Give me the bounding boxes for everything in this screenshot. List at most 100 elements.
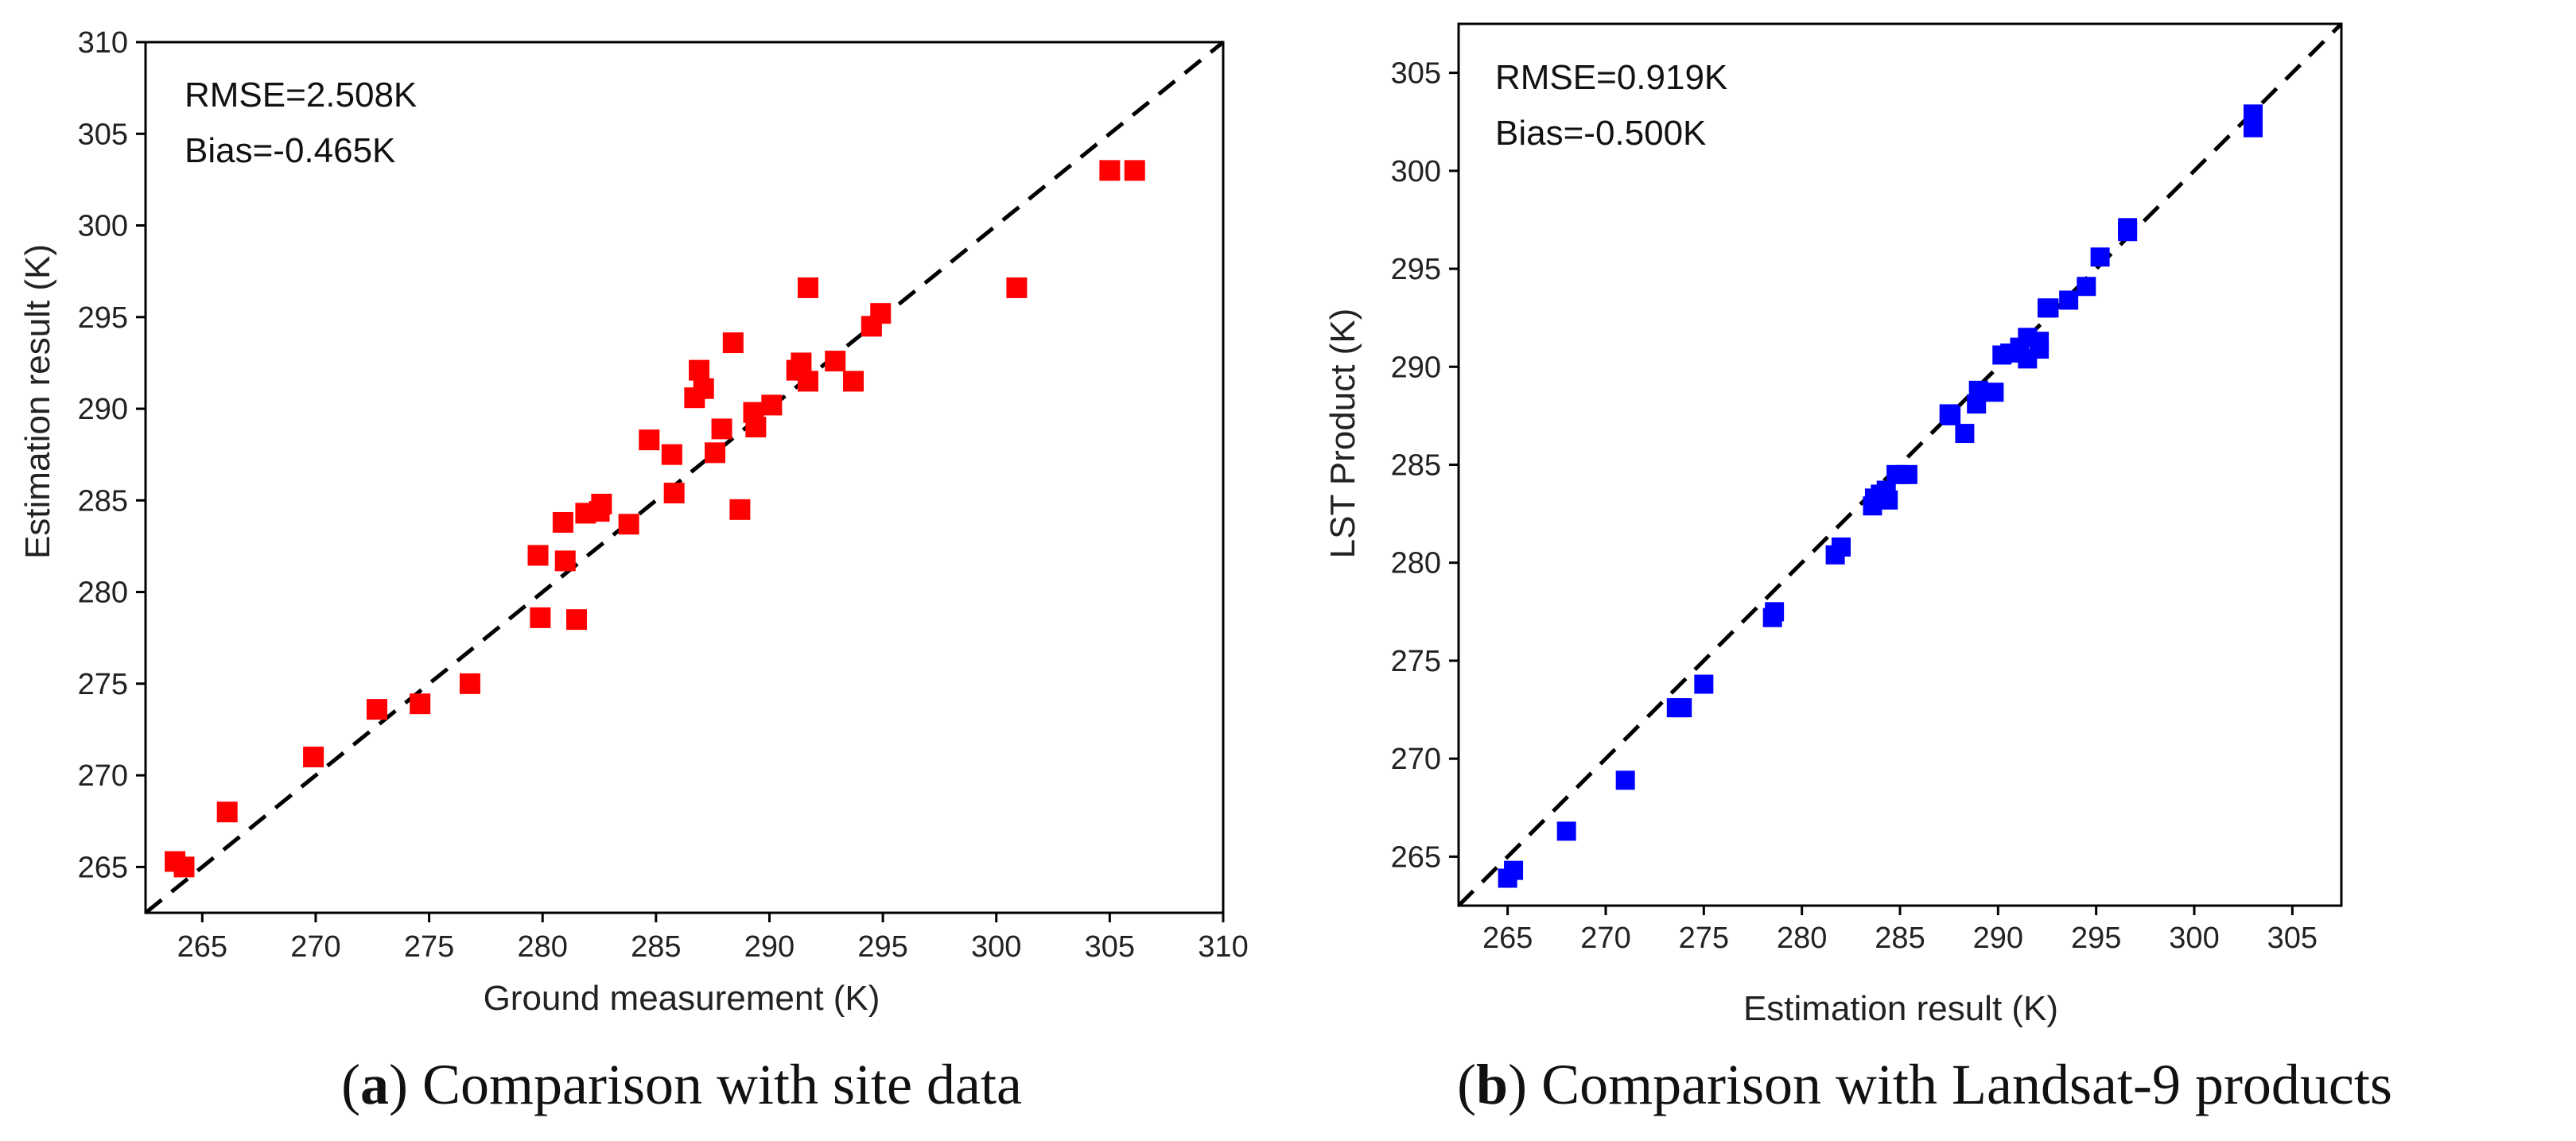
panel-a-data-point xyxy=(825,351,846,372)
panel-a-x-tick-label: 275 xyxy=(404,930,454,964)
panel-b-y-tick-label: 265 xyxy=(1391,840,1441,874)
panel-b-data-point xyxy=(1955,424,1975,444)
panel-a-caption: (a) Comparison with site data xyxy=(341,1053,1022,1116)
panel-a-data-point xyxy=(552,511,573,533)
panel-b-data-point xyxy=(2059,290,2079,310)
panel-a-data-point xyxy=(410,693,431,715)
panel-b: 265 270 275 280 285 290 295 300 305 265 270 275 280 2… xyxy=(1323,22,2392,1116)
panel-b-data-point xyxy=(1556,821,1576,841)
panel-a-x-tick-label: 270 xyxy=(290,930,340,964)
panel-a-bias-annotation: Bias=-0.465K xyxy=(185,131,395,170)
panel-b-data-point xyxy=(1832,538,1851,557)
panel-a-data-point xyxy=(459,673,480,694)
panel-b-data-point xyxy=(1673,698,1692,718)
panel-a-data-point xyxy=(591,493,612,514)
panel-a-data-point xyxy=(554,550,576,572)
panel-b-y-tick-label: 300 xyxy=(1391,155,1441,188)
panel-a-data-point xyxy=(689,359,710,381)
panel-a: 265 270 275 280 285 290 295 300 305 310 265 270 275 2… xyxy=(18,26,1249,1116)
panel-a-y-axis-title: Estimation result (K) xyxy=(18,244,57,559)
panel-b-x-tick-label: 280 xyxy=(1777,922,1827,955)
panel-b-one-to-one-line xyxy=(1457,22,2343,907)
panel-a-data-point xyxy=(797,277,818,298)
panel-a-x-tick-label: 285 xyxy=(631,930,681,964)
panel-b-rmse-annotation: RMSE=0.919K xyxy=(1495,58,1727,97)
panel-a-data-point xyxy=(216,801,238,823)
panel-b-x-tick-label: 295 xyxy=(2071,922,2121,955)
panel-a-y-tick-label: 300 xyxy=(78,210,128,243)
panel-a-y-tick-label: 310 xyxy=(78,26,128,60)
panel-b-data-point xyxy=(2039,298,2059,318)
panel-a-y-tick-label: 275 xyxy=(78,668,128,701)
panel-b-x-tick-label: 285 xyxy=(1875,922,1925,955)
panel-a-data-point xyxy=(693,378,714,399)
panel-b-y-tick-label: 280 xyxy=(1391,547,1441,580)
panel-a-data-point xyxy=(870,303,892,324)
panel-a-caption-text: ) Comparison with site data xyxy=(389,1053,1022,1116)
panel-b-bias-annotation: Bias=-0.500K xyxy=(1495,114,1706,153)
panel-b-data-point xyxy=(2118,218,2138,238)
panel-a-caption-letter: a xyxy=(360,1053,389,1116)
panel-a-y-tick-label: 280 xyxy=(78,576,128,610)
panel-b-plot-area: 265 270 275 280 285 290 295 300 305 265 270 275 280 2… xyxy=(1391,22,2343,955)
panel-a-data-point xyxy=(705,442,726,464)
panel-b-data-point xyxy=(1984,382,2004,402)
panel-a-data-point xyxy=(639,429,660,451)
panel-a-plot-frame xyxy=(144,41,1225,914)
panel-a-rmse-annotation: RMSE=2.508K xyxy=(185,76,417,114)
panel-b-y-tick-label: 290 xyxy=(1391,351,1441,384)
panel-b-data-point xyxy=(1615,770,1635,790)
panel-b-data-point xyxy=(2077,277,2096,297)
panel-a-data-point xyxy=(729,499,751,520)
panel-b-data-point xyxy=(2090,247,2110,267)
panel-b-plot-frame xyxy=(1457,22,2343,907)
panel-b-x-tick-label: 275 xyxy=(1679,922,1729,955)
panel-a-data-point xyxy=(663,483,685,504)
panel-a-data-point xyxy=(366,699,387,720)
panel-a-data-point xyxy=(722,332,744,354)
panel-a-y-tick-label: 270 xyxy=(78,759,128,793)
panel-a-y-tick-label: 265 xyxy=(78,851,128,884)
panel-a-y-tick-label: 285 xyxy=(78,484,128,518)
panel-b-y-tick-label: 305 xyxy=(1391,57,1441,91)
panel-a-plot-area: 265 270 275 280 285 290 295 300 305 310 265 270 275 2… xyxy=(78,26,1249,964)
panel-b-x-tick-label: 290 xyxy=(1973,922,2023,955)
panel-b-x-axis-title: Estimation result (K) xyxy=(1743,989,2058,1028)
panel-a-x-axis-title: Ground measurement (K) xyxy=(484,979,880,1018)
panel-b-x-tick-label: 300 xyxy=(2169,922,2219,955)
panel-a-x-tick-label: 265 xyxy=(177,930,227,964)
panel-a-x-tick-label: 300 xyxy=(971,930,1021,964)
panel-b-x-tick-label: 305 xyxy=(2267,922,2318,955)
panel-b-data-point xyxy=(1879,490,1898,510)
panel-b-data-point xyxy=(2030,332,2050,351)
panel-a-data-point xyxy=(1006,277,1028,298)
panel-a-x-tick-label: 290 xyxy=(744,930,795,964)
panel-b-x-tick-label: 270 xyxy=(1580,922,1630,955)
panel-a-y-tick-label: 305 xyxy=(78,118,128,151)
panel-b-data-point xyxy=(1694,674,1714,694)
panel-a-x-tick-label: 305 xyxy=(1085,930,1135,964)
panel-b-y-axis-title: LST Product (K) xyxy=(1323,309,1362,559)
panel-b-data-point xyxy=(1765,602,1785,622)
panel-a-y-tick-label: 290 xyxy=(78,393,128,426)
panel-a-data-point xyxy=(661,444,682,465)
panel-b-y-tick-label: 295 xyxy=(1391,253,1441,286)
panel-a-data-point xyxy=(711,418,732,440)
panel-b-y-tick-label: 275 xyxy=(1391,645,1441,678)
panel-b-data-point xyxy=(1504,860,1524,880)
panel-a-data-point xyxy=(527,545,549,566)
panel-b-data-point xyxy=(2244,104,2263,124)
panel-b-y-tick-label: 285 xyxy=(1391,449,1441,483)
panel-a-data-point xyxy=(566,609,587,631)
panel-a-data-point xyxy=(797,371,818,392)
panel-a-data-point xyxy=(761,394,783,416)
panel-a-x-tick-label: 295 xyxy=(857,930,907,964)
panel-a-x-tick-label: 280 xyxy=(518,930,568,964)
panel-b-y-tick-label: 270 xyxy=(1391,743,1441,776)
panel-b-caption: (b) Comparison with Landsat-9 products xyxy=(1457,1053,2392,1116)
panel-b-caption-letter: b xyxy=(1476,1053,1508,1116)
panel-b-caption-text: ) Comparison with Landsat-9 products xyxy=(1508,1053,2392,1116)
panel-a-data-point xyxy=(173,856,195,878)
panel-a-data-point xyxy=(303,747,324,768)
